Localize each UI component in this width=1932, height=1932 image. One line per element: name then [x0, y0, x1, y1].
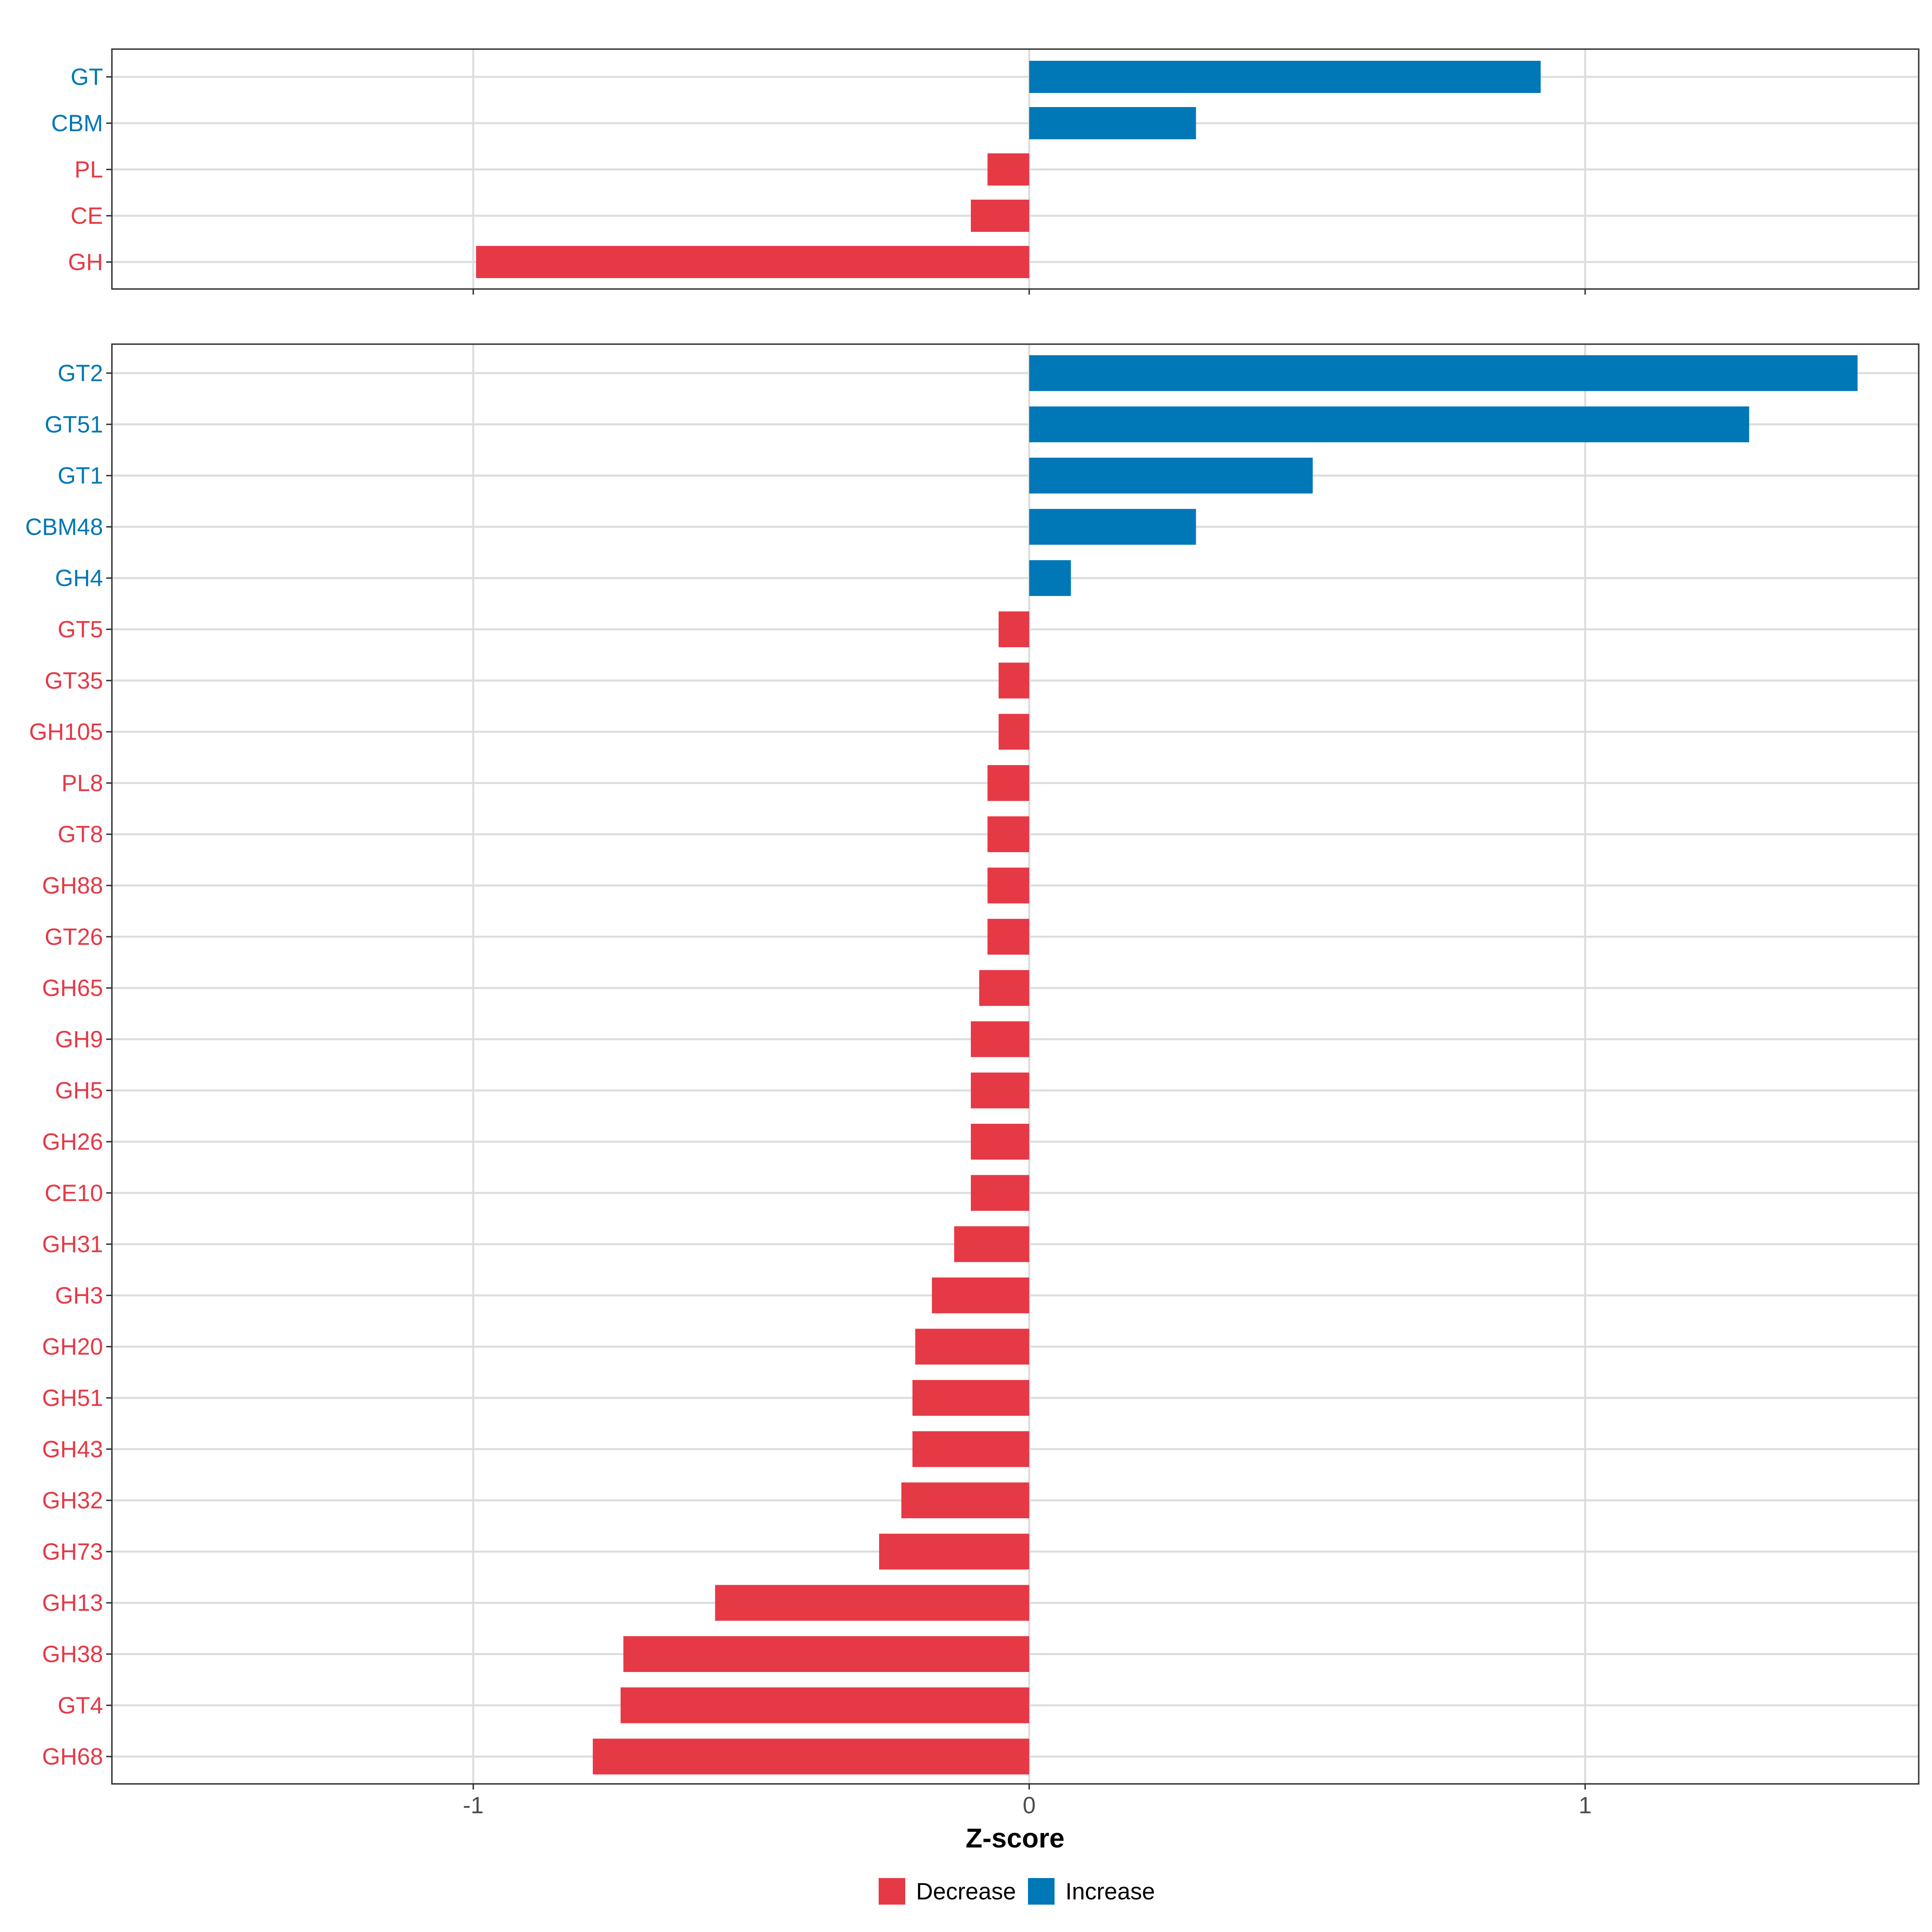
bar-gh31 [954, 1226, 1030, 1262]
legend-key-decrease [879, 1878, 905, 1905]
bar-gh [476, 246, 1030, 278]
legend-key-increase [1028, 1878, 1055, 1905]
bar-gt35 [999, 663, 1030, 699]
y-tick-label: CE [70, 203, 103, 229]
y-tick-label: GT2 [58, 360, 103, 386]
y-tick-label: GT [70, 64, 103, 90]
y-tick-label: GH31 [42, 1231, 103, 1257]
y-tick-label: PL8 [62, 770, 103, 796]
y-tick-label: GH73 [42, 1539, 103, 1565]
bar-gh3 [932, 1277, 1030, 1313]
bar-gt [1029, 61, 1541, 93]
x-axis-title: Z-score [966, 1823, 1065, 1854]
y-tick-label: GH4 [55, 565, 103, 591]
bar-gh73 [879, 1534, 1030, 1570]
y-tick-label: GH65 [42, 975, 103, 1001]
y-tick-label: GT5 [58, 617, 103, 643]
panel-border [111, 343, 1920, 1785]
y-tick-label: GH9 [55, 1026, 103, 1053]
bar-gh51 [912, 1380, 1030, 1416]
bar-gh68 [592, 1738, 1030, 1775]
bar-gt2 [1029, 355, 1858, 391]
bar-gh13 [715, 1585, 1030, 1621]
y-tick-label: GH13 [42, 1590, 103, 1616]
legend-label-increase: Increase [1065, 1878, 1155, 1905]
y-tick-label: GH [68, 249, 103, 275]
bar-gh88 [987, 867, 1030, 904]
bar-gt5 [999, 611, 1030, 647]
bar-gh105 [999, 714, 1030, 750]
bar-gh38 [623, 1636, 1030, 1672]
y-tick-label: GH43 [42, 1436, 103, 1462]
bar-gh65 [979, 970, 1030, 1006]
bar-gh4 [1029, 560, 1071, 596]
legend: Decrease Increase [879, 1878, 1155, 1905]
bar-gh43 [912, 1431, 1030, 1467]
y-tick-label: GT51 [45, 411, 103, 438]
y-tick-label: GH68 [42, 1744, 103, 1770]
bottom-panel: GT2 GT51 GT1 CBM48 GH4 GT5 GT35 GH105 PL8 GT8 GH88… [25, 343, 1920, 1790]
y-tick-label: CBM [51, 110, 103, 136]
y-tick-label: GH20 [42, 1334, 103, 1360]
y-tick-label: CE10 [45, 1180, 103, 1206]
bar-gh32 [901, 1482, 1030, 1519]
bar-gt4 [620, 1687, 1030, 1724]
y-tick-label: CBM48 [25, 514, 103, 540]
y-tick-label: GH32 [42, 1488, 103, 1514]
y-tick-label: GH26 [42, 1129, 103, 1155]
y-tick-label: GT8 [58, 822, 103, 848]
y-tick-label: GH5 [55, 1077, 103, 1104]
y-tick-label: GT1 [58, 463, 103, 489]
top-panel: GT CBM PL CE GH [51, 48, 1920, 295]
y-tick-label: GH3 [55, 1282, 103, 1309]
y-tick-label: GT35 [45, 668, 103, 694]
y-tick-label: GT4 [58, 1693, 103, 1719]
y-tick-label: GH38 [42, 1641, 103, 1668]
y-tick-label: GH105 [29, 719, 103, 745]
x-tick-label: -1 [463, 1792, 484, 1818]
x-tick-label: 0 [1023, 1792, 1036, 1818]
bar-cbm48 [1029, 509, 1196, 545]
bar-gt1 [1029, 458, 1313, 494]
x-axis: -1 0 1 [463, 1792, 1591, 1818]
y-tick-label: GT26 [45, 924, 103, 950]
bar-gt51 [1029, 406, 1749, 442]
y-tick-label: PL [74, 157, 103, 183]
bar-gt26 [987, 919, 1030, 955]
legend-label-decrease: Decrease [916, 1878, 1016, 1905]
bar-pl [987, 153, 1030, 186]
bar-ce10 [971, 1175, 1030, 1211]
bar-ce [971, 200, 1030, 232]
y-tick-label: GH88 [42, 873, 103, 899]
bar-cbm [1029, 107, 1196, 139]
bar-pl8 [987, 765, 1030, 801]
y-tick-label: GH51 [42, 1385, 103, 1411]
bar-gh20 [915, 1329, 1030, 1365]
bar-gt8 [987, 816, 1030, 852]
bar-gh5 [971, 1072, 1030, 1108]
bar-gh9 [971, 1021, 1030, 1057]
panel-border [111, 48, 1920, 290]
x-tick-label: 1 [1579, 1792, 1591, 1818]
bar-gh26 [971, 1124, 1030, 1160]
